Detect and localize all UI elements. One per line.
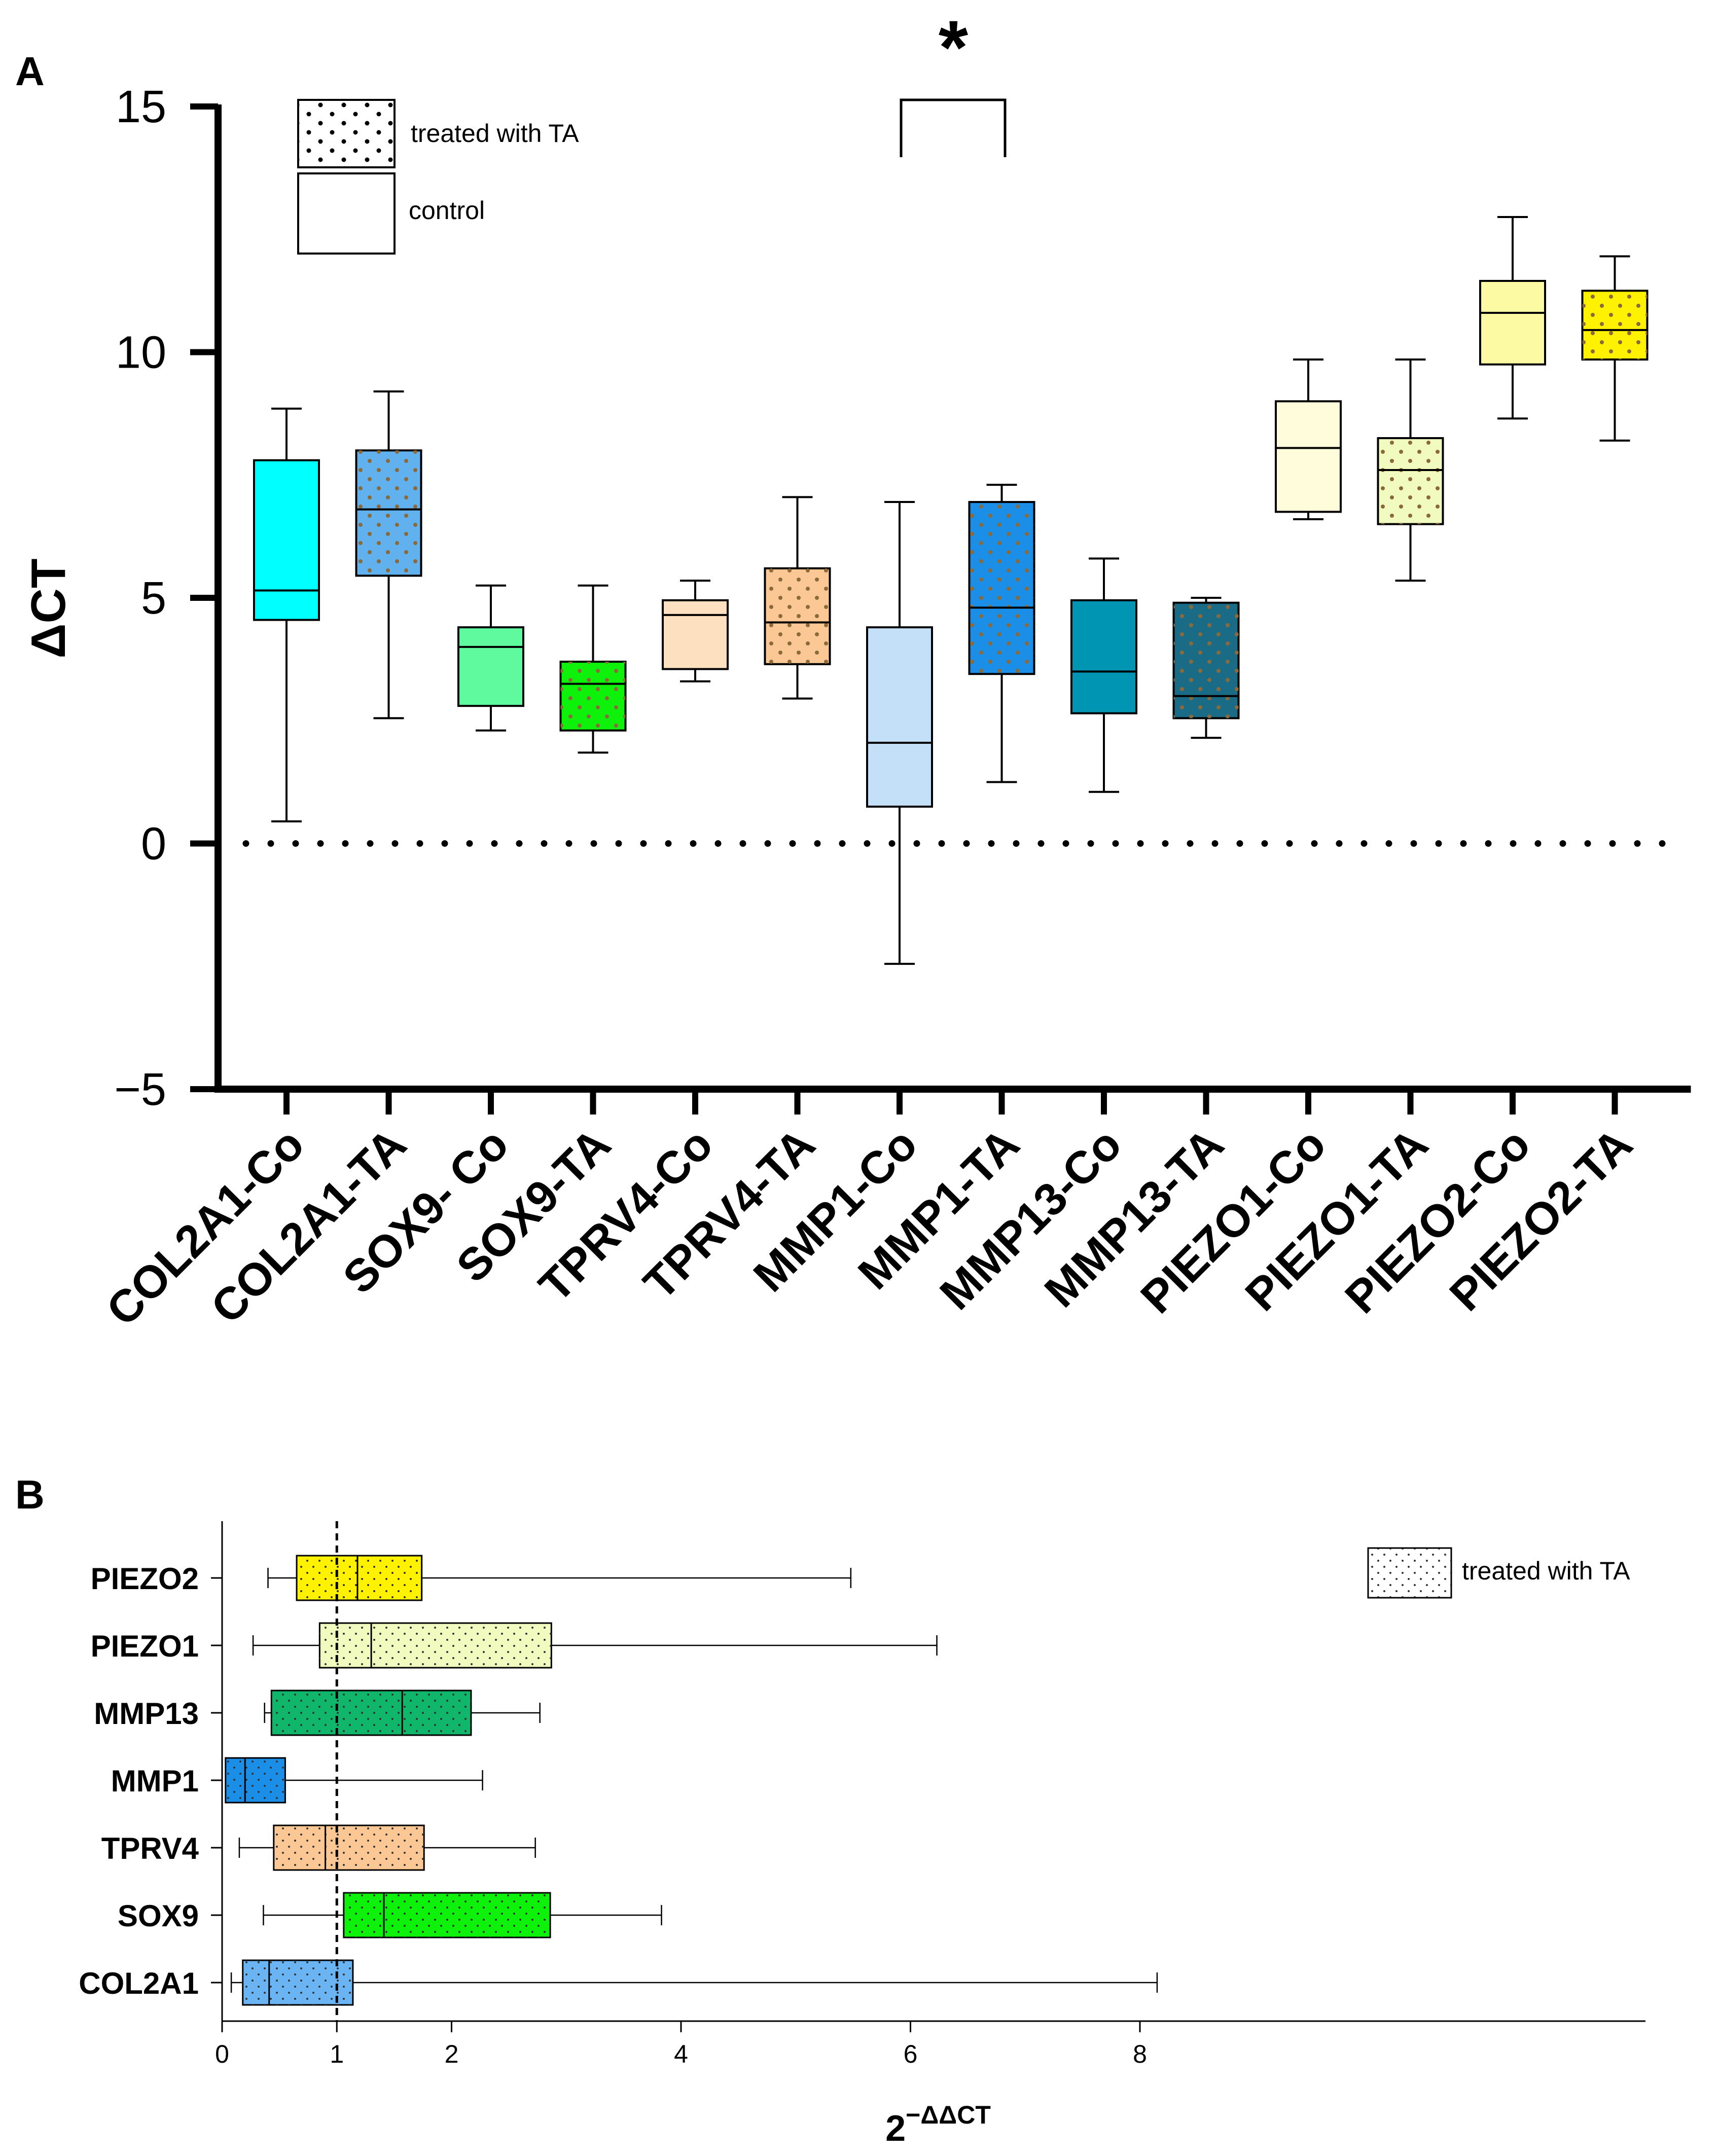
x-tick-label-b: 1 — [330, 2040, 344, 2068]
y-tick-label: 5 — [141, 573, 166, 624]
box-plots-a — [253, 216, 1649, 965]
box-piezo1-co — [1275, 358, 1342, 520]
y-labels-b: PIEZO2 PIEZO1 MMP13 MMP1 TPRV4 SOX9 COL2A1 — [79, 1562, 222, 2000]
box-hatch — [343, 1893, 551, 1937]
y-tick-label-b: PIEZO2 — [91, 1562, 199, 1596]
legend-b: treated with TA — [1367, 1547, 1630, 1599]
hbox-sox9 — [263, 1892, 662, 1938]
box-tprv4-ta — [764, 496, 831, 700]
hbox-piezo1 — [252, 1622, 938, 1669]
x-tick-label-b: 6 — [904, 2040, 918, 2068]
y-tick-label-b: TPRV4 — [101, 1831, 199, 1865]
box-hatch — [1173, 602, 1239, 718]
box-piezo1-ta — [1377, 358, 1444, 582]
hbox-tprv4 — [238, 1824, 536, 1871]
x-ticks-b: 0 1 2 4 6 8 — [215, 2021, 1147, 2068]
x-tick-label-b: 4 — [674, 2040, 688, 2068]
legend-a: treated with TA control — [297, 99, 579, 255]
box-hatch — [271, 1691, 471, 1735]
significance-bracket-line — [900, 98, 1007, 157]
box-plots-b — [225, 1555, 1158, 2006]
box-hatch — [242, 1960, 353, 2005]
box-body — [866, 626, 933, 808]
box-tprv4-co — [662, 580, 729, 682]
legend-label-treated-b: treated with TA — [1462, 1557, 1630, 1585]
box-hatch — [297, 1556, 422, 1600]
box-hatch — [356, 450, 421, 576]
significance-bracket: * — [900, 5, 1007, 157]
y-tick-label: 15 — [116, 82, 166, 132]
box-col2a1-co — [253, 407, 320, 822]
y-axis-label: ΔCT — [21, 559, 76, 659]
box-hatch — [969, 502, 1034, 674]
box-hatch — [1378, 438, 1443, 524]
y-tick-label: 0 — [141, 819, 166, 870]
y-tick-label: 10 — [116, 328, 166, 378]
hbox-mmp1 — [225, 1757, 483, 1804]
axes-b — [221, 1521, 1645, 2022]
box-body — [1479, 279, 1546, 366]
legend-label-control: control — [409, 196, 485, 225]
panel-label-a: A — [15, 49, 45, 94]
x-tick-label-b: 0 — [215, 2040, 229, 2068]
x-tick-label-b: 2 — [445, 2040, 459, 2068]
box-sox9-ta — [559, 584, 627, 754]
significance-star: * — [939, 5, 969, 90]
box-piezo2-co — [1479, 216, 1546, 420]
box-hatch — [1582, 291, 1648, 360]
box-body — [457, 626, 524, 707]
box-mmp13-ta — [1172, 597, 1240, 739]
y-ticks-a: −5 0 5 10 15 — [114, 82, 218, 1115]
box-body — [1275, 400, 1342, 513]
legend-swatch-treated — [297, 99, 396, 168]
box-col2a1-ta — [355, 390, 422, 720]
axes-a — [214, 104, 1691, 1093]
box-hatch — [560, 661, 626, 731]
legend-label-treated: treated with TA — [411, 119, 579, 148]
box-mmp1-co — [866, 501, 933, 965]
box-piezo2-ta — [1581, 255, 1649, 442]
y-tick-label-b: COL2A1 — [79, 1966, 199, 2000]
box-body — [662, 599, 729, 670]
x-axis-label-b: 2−ΔΔCT — [885, 2101, 991, 2149]
hbox-col2a1 — [230, 1959, 1158, 2006]
box-hatch — [319, 1623, 552, 1668]
panel-b: 0 1 2 4 6 8 PIEZO2 PIEZO1 MMP13 MMP1 TPRV4 SOX9 COL… — [79, 1521, 1645, 2149]
legend-swatch-control — [297, 172, 396, 255]
y-tick-label-b: PIEZO1 — [91, 1629, 199, 1663]
box-body — [253, 459, 320, 621]
hbox-piezo2 — [267, 1555, 852, 1601]
box-mmp13-co — [1070, 557, 1137, 793]
box-body — [1070, 599, 1137, 714]
box-sox9-co — [457, 584, 524, 732]
panel-label-b: B — [15, 1472, 45, 1517]
box-hatch — [273, 1825, 424, 1870]
hbox-mmp13 — [264, 1690, 541, 1736]
x-axis-label-base: 2 — [885, 2108, 906, 2149]
legend-swatch-treated-b — [1367, 1547, 1452, 1599]
y-tick-label: −5 — [114, 1064, 166, 1115]
y-tick-label-b: MMP13 — [94, 1697, 199, 1731]
y-tick-label-b: MMP1 — [111, 1764, 199, 1798]
box-hatch — [225, 1758, 285, 1803]
box-hatch — [765, 568, 830, 664]
box-mmp1-ta — [968, 484, 1035, 783]
x-tick-label-b: 8 — [1133, 2040, 1147, 2068]
y-tick-label-b: SOX9 — [118, 1899, 199, 1933]
x-axis-label-exponent: −ΔΔCT — [906, 2101, 991, 2129]
